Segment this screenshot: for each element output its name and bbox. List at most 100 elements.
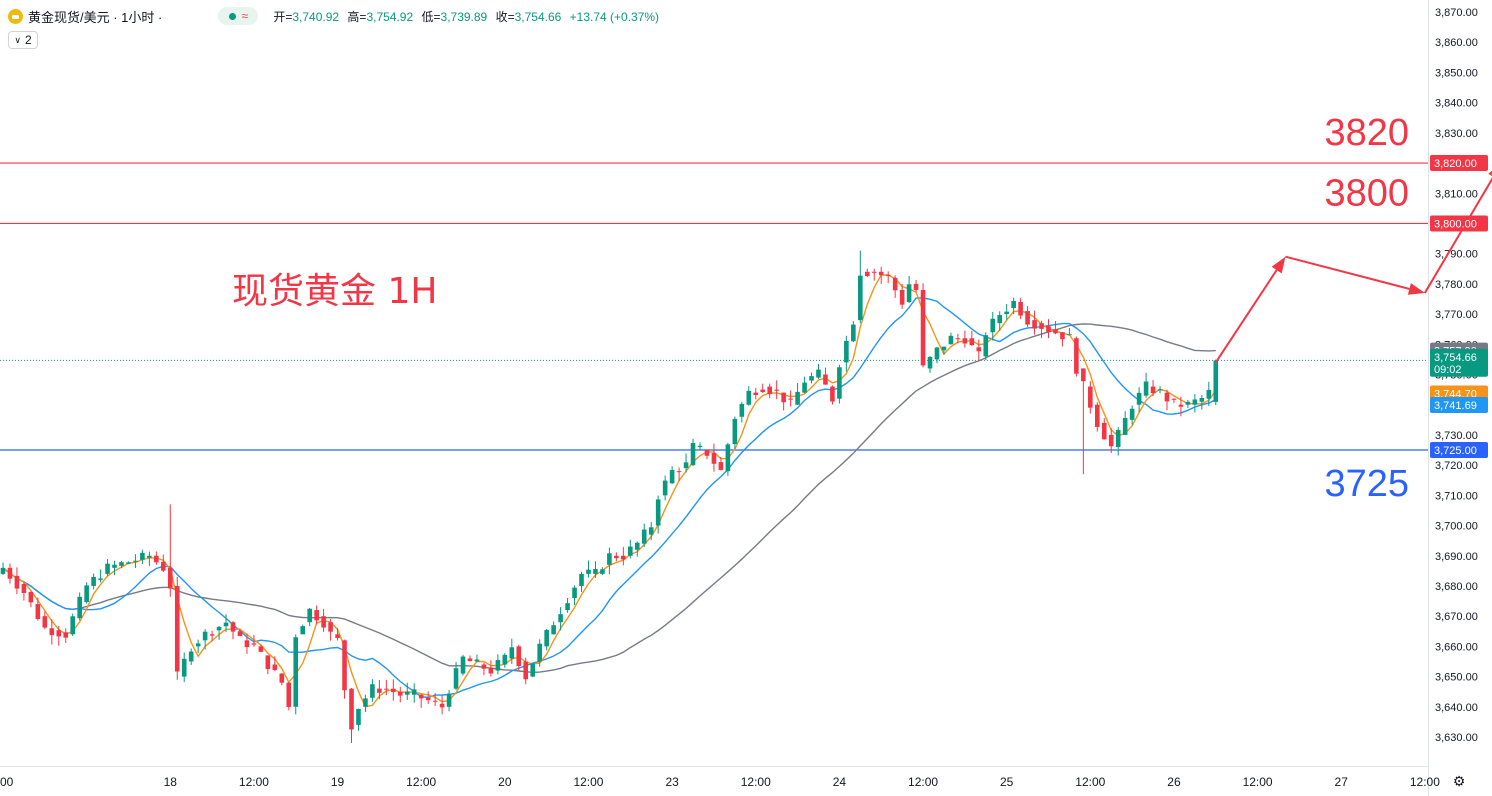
candle-body	[98, 578, 103, 580]
x-tick-label: 12:00	[573, 775, 603, 789]
candle-body	[565, 603, 570, 611]
y-tick-label: 3,860.00	[1435, 37, 1478, 49]
candle-body	[251, 643, 257, 645]
candle-body	[1185, 401, 1191, 405]
price-line-annotation: 3800	[1324, 172, 1409, 214]
candle-body	[391, 688, 396, 693]
y-tick-label: 3,780.00	[1435, 279, 1478, 291]
candle-body	[195, 643, 201, 647]
candle-body	[760, 389, 766, 392]
candle-body	[669, 469, 675, 484]
ma-fast-line	[2, 274, 1217, 708]
candle-body	[1164, 392, 1170, 402]
candle-body	[112, 564, 117, 568]
candle-body	[460, 656, 466, 674]
candle-body	[767, 386, 772, 395]
x-tick-label: 24	[833, 775, 847, 789]
forecast-arrow-line	[1285, 255, 1410, 290]
candle-body	[1074, 338, 1079, 374]
candle-body	[530, 663, 536, 677]
candle-body	[1053, 329, 1058, 334]
candle-body	[711, 453, 717, 464]
chevron-down-icon: ∨	[14, 34, 21, 45]
candle-body	[551, 625, 556, 635]
candle-body	[481, 664, 487, 669]
candle-body	[14, 575, 20, 589]
candle-body	[49, 628, 55, 636]
current-price-axis-label: 3,754.66	[1434, 352, 1477, 364]
candle-body	[21, 583, 27, 593]
high-value: 3,754.92	[366, 9, 414, 24]
candle-body	[244, 640, 250, 648]
candle-body	[411, 689, 417, 695]
candle-body	[621, 555, 626, 560]
candle-body	[265, 655, 271, 670]
x-tick-label: 12:00	[1410, 775, 1440, 789]
candle-body	[272, 664, 278, 670]
candle-body	[202, 631, 208, 641]
candle-body	[823, 374, 828, 385]
candle-body	[377, 688, 382, 693]
y-tick-label: 3,640.00	[1435, 702, 1478, 714]
candle-body	[976, 347, 982, 352]
candle-body	[558, 614, 563, 623]
candle-body	[321, 616, 326, 628]
candle-body	[1088, 386, 1093, 408]
candle-body	[467, 658, 473, 662]
candle-body	[439, 703, 445, 708]
candle-body	[753, 392, 759, 396]
indicator-toggle-button[interactable]: ∨ 2	[8, 31, 38, 49]
x-tick-label: 19	[331, 775, 345, 789]
candle-body	[614, 555, 619, 559]
x-tick-label: 12:00	[1243, 775, 1273, 789]
candle-body	[878, 271, 884, 276]
candle-body	[335, 634, 340, 638]
candle-body	[279, 673, 285, 683]
ma-medium-line	[2, 297, 1217, 699]
candle-body	[1150, 386, 1156, 394]
candle-body	[404, 691, 410, 695]
high-key: 高=	[347, 9, 367, 24]
y-tick-label: 3,840.00	[1435, 98, 1478, 110]
candle-body	[586, 569, 591, 574]
y-tick-label: 3,670.00	[1435, 611, 1478, 623]
candle-body	[1060, 332, 1065, 340]
close-key: 收=	[495, 9, 515, 24]
open-value: 3,740.92	[292, 9, 340, 24]
candle-body	[209, 634, 215, 636]
candle-body	[997, 315, 1003, 324]
candle-body	[216, 626, 222, 631]
candle-body	[1046, 326, 1051, 333]
candle-body	[258, 646, 264, 652]
candle-body	[84, 585, 89, 603]
candle-body	[35, 604, 41, 620]
candle-body	[920, 289, 926, 366]
market-status[interactable]: ≈	[218, 7, 259, 25]
forecast-arrow-line	[1424, 177, 1492, 294]
candle-body	[579, 573, 584, 586]
low-key: 低=	[421, 9, 441, 24]
y-tick-label: 3,850.00	[1435, 67, 1478, 79]
y-tick-label: 3,730.00	[1435, 430, 1478, 442]
y-tick-label: 3,650.00	[1435, 672, 1478, 684]
symbol-title[interactable]: 黄金现货/美元 · 1小时 ·	[28, 9, 163, 25]
candle-body	[1206, 389, 1212, 399]
candle-body	[1199, 397, 1205, 402]
candle-body	[77, 596, 82, 619]
candle-body	[161, 561, 166, 571]
candle-body	[802, 382, 807, 393]
ma-medium-axis-label-bg	[1430, 397, 1488, 414]
candle-body	[774, 389, 779, 391]
candle-body	[962, 338, 968, 344]
forecast-arrowhead	[1488, 170, 1492, 176]
candle-body	[188, 651, 194, 662]
candle-body	[286, 682, 292, 707]
gear-icon[interactable]: ⚙	[1452, 773, 1466, 789]
candle-body	[607, 553, 612, 565]
candle-body	[837, 367, 842, 399]
candle-body	[634, 542, 640, 550]
candle-body	[676, 471, 682, 473]
candle-body	[1192, 399, 1198, 405]
candle-body	[174, 585, 180, 672]
